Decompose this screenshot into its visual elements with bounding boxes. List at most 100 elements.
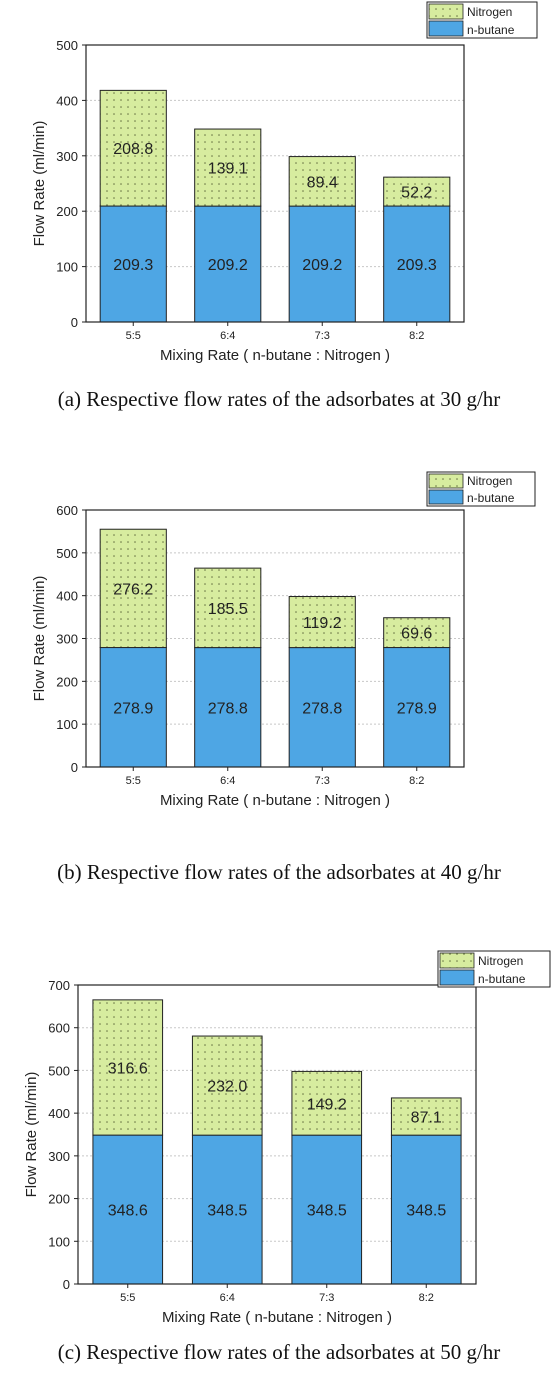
legend-swatch-n-butane <box>428 20 464 37</box>
legend-swatch-nitrogen <box>428 473 464 489</box>
data-label-n-butane: 278.8 <box>302 700 342 717</box>
bar-n-butane <box>194 647 262 768</box>
bar-nitrogen <box>194 567 262 649</box>
y-tick-label: 500 <box>56 546 78 561</box>
data-label-nitrogen: 185.5 <box>208 601 248 618</box>
bar-n-butane <box>92 1134 164 1285</box>
data-label-n-butane: 209.3 <box>113 257 153 274</box>
bar-nitrogen <box>383 176 451 207</box>
caption-b: (b) Respective flow rates of the adsorba… <box>57 860 501 884</box>
y-tick-label: 400 <box>48 1106 70 1121</box>
x-axis-label: Mixing Rate ( n-butane : Nitrogen ) <box>160 792 390 809</box>
y-tick-label: 500 <box>56 38 78 53</box>
x-axis-label: Mixing Rate ( n-butane : Nitrogen ) <box>162 1309 392 1326</box>
y-tick-label: 0 <box>63 1277 70 1292</box>
legend-label-n-butane: n-butane <box>467 491 515 505</box>
plot-frame <box>77 984 477 1285</box>
y-axis-label: Flow Rate (ml/min) <box>23 1072 40 1198</box>
y-tick-label: 100 <box>56 260 78 275</box>
data-label-nitrogen: 149.2 <box>307 1096 347 1113</box>
chart-panel-c: 348.6 316.6 5:5 348.5 232.0 6:4 348.5 149.2 7:3 3… <box>0 945 558 1381</box>
y-tick-label: 0 <box>71 315 78 330</box>
y-tick-label: 300 <box>56 149 78 164</box>
x-tick-label: 8:2 <box>419 1292 434 1304</box>
data-label-nitrogen: 119.2 <box>303 615 342 632</box>
legend-swatch-nitrogen <box>428 3 464 20</box>
y-tick-label: 300 <box>56 632 78 647</box>
bar-n-butane <box>383 647 451 768</box>
bar-nitrogen <box>191 1035 263 1136</box>
x-tick-label: 7:3 <box>315 775 330 787</box>
data-label-nitrogen: 276.2 <box>113 581 153 598</box>
bar-nitrogen <box>390 1097 462 1136</box>
data-label-nitrogen: 89.4 <box>307 174 338 191</box>
data-label-nitrogen: 87.1 <box>411 1110 442 1127</box>
y-axis-label: Flow Rate (ml/min) <box>31 121 48 247</box>
chart-a-svg: 209.3 208.8 5:5 209.2 139.1 6:4 209.2 89.4 7:3 20… <box>31 1 538 364</box>
legend-swatch-n-butane <box>439 969 475 986</box>
data-label-n-butane: 278.9 <box>113 700 153 717</box>
chart-b-svg: 278.9 276.2 5:5 278.8 185.5 6:4 278.8 119.2 7:3 2… <box>31 471 536 809</box>
caption-a: (a) Respective flow rates of the adsorba… <box>57 387 501 411</box>
legend-label-n-butane: n-butane <box>467 23 515 37</box>
data-label-nitrogen: 316.6 <box>108 1060 148 1077</box>
bar-n-butane <box>194 205 262 323</box>
data-label-n-butane: 348.5 <box>307 1203 347 1220</box>
x-axis-label: Mixing Rate ( n-butane : Nitrogen ) <box>160 347 390 364</box>
data-label-n-butane: 348.5 <box>207 1203 247 1220</box>
chart-panel-a: 209.3 208.8 5:5 209.2 139.1 6:4 209.2 89.4 7:3 20… <box>0 0 558 420</box>
bar-n-butane <box>383 205 451 323</box>
data-label-n-butane: 348.6 <box>108 1203 148 1220</box>
bar-nitrogen <box>383 617 451 649</box>
data-label-nitrogen: 52.2 <box>401 185 432 202</box>
x-tick-label: 8:2 <box>409 775 424 787</box>
y-axis-label: Flow Rate (ml/min) <box>31 576 48 702</box>
x-tick-label: 6:4 <box>220 1292 235 1304</box>
y-tick-label: 400 <box>56 93 78 108</box>
plot-frame <box>85 44 465 323</box>
legend-label-nitrogen: Nitrogen <box>467 5 512 19</box>
y-tick-label: 600 <box>48 1021 70 1036</box>
bar-nitrogen <box>92 999 164 1136</box>
data-label-n-butane: 278.8 <box>208 700 248 717</box>
x-tick-label: 6:4 <box>220 330 235 342</box>
bar-n-butane <box>291 1134 363 1285</box>
bar-nitrogen <box>291 1070 363 1136</box>
y-tick-label: 100 <box>56 717 78 732</box>
data-label-n-butane: 278.9 <box>397 700 437 717</box>
y-tick-label: 700 <box>48 978 70 993</box>
legend-label-n-butane: n-butane <box>478 972 526 986</box>
caption-c: (c) Respective flow rates of the adsorba… <box>57 1340 501 1364</box>
x-tick-label: 5:5 <box>126 775 141 787</box>
legend-label-nitrogen: Nitrogen <box>478 954 523 968</box>
x-tick-label: 5:5 <box>120 1292 135 1304</box>
y-tick-label: 0 <box>71 760 78 775</box>
y-tick-label: 200 <box>56 674 78 689</box>
data-label-nitrogen: 139.1 <box>208 161 248 178</box>
bar-nitrogen <box>99 528 167 649</box>
x-tick-label: 5:5 <box>126 330 141 342</box>
chart-c-svg: 348.6 316.6 5:5 348.5 232.0 6:4 348.5 149.2 7:3 3… <box>23 950 551 1326</box>
bar-nitrogen <box>288 596 356 649</box>
data-label-n-butane: 348.5 <box>406 1203 446 1220</box>
data-label-n-butane: 209.3 <box>397 257 437 274</box>
y-tick-label: 300 <box>48 1149 70 1164</box>
legend-label-nitrogen: Nitrogen <box>467 474 512 488</box>
x-tick-label: 8:2 <box>409 330 424 342</box>
bar-n-butane <box>191 1134 263 1285</box>
bar-n-butane <box>99 647 167 768</box>
data-label-nitrogen: 69.6 <box>401 626 432 643</box>
data-label-n-butane: 209.2 <box>302 257 342 274</box>
y-tick-label: 200 <box>48 1192 70 1207</box>
y-tick-label: 100 <box>48 1234 70 1249</box>
x-tick-label: 6:4 <box>220 775 235 787</box>
chart-panel-b: 278.9 276.2 5:5 278.8 185.5 6:4 278.8 119.2 7:3 2… <box>0 470 558 900</box>
legend-swatch-n-butane <box>428 489 464 505</box>
legend-swatch-nitrogen <box>439 952 475 969</box>
bar-nitrogen <box>288 156 356 207</box>
data-label-n-butane: 209.2 <box>208 257 248 274</box>
y-tick-label: 200 <box>56 204 78 219</box>
y-tick-label: 400 <box>56 589 78 604</box>
bar-nitrogen <box>99 89 167 207</box>
x-tick-label: 7:3 <box>315 330 330 342</box>
